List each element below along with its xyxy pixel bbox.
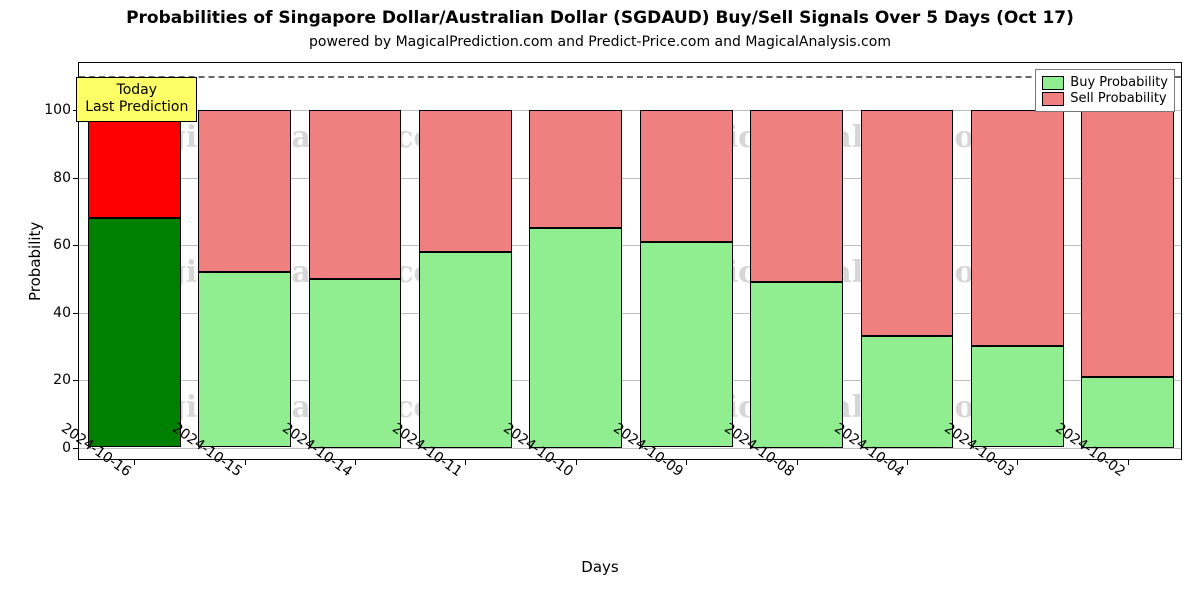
x-tick-mark — [1128, 459, 1129, 465]
x-tick-mark — [355, 459, 356, 465]
plot-area: MagicalAnalysis.comMagicalAnalysis.comMa… — [78, 62, 1182, 460]
annotation-line1: Today — [117, 82, 158, 98]
bar — [88, 63, 181, 461]
x-tick-mark — [1017, 459, 1018, 465]
bar — [640, 63, 733, 461]
bar — [198, 63, 291, 461]
bar — [1081, 63, 1174, 461]
legend-item: Buy Probability — [1042, 75, 1168, 90]
x-tick-mark — [245, 459, 246, 465]
legend-swatch — [1042, 76, 1064, 90]
legend-item: Sell Probability — [1042, 91, 1168, 106]
bar — [529, 63, 622, 461]
y-tick-label: 60 — [53, 237, 79, 253]
bar-sell-segment — [419, 110, 512, 252]
bar — [861, 63, 954, 461]
bar-sell-segment — [88, 110, 181, 218]
legend-label: Sell Probability — [1070, 91, 1166, 106]
bar-sell-segment — [971, 110, 1064, 346]
chart-title: Probabilities of Singapore Dollar/Austra… — [0, 8, 1200, 28]
bar-sell-segment — [640, 110, 733, 242]
bar-sell-segment — [1081, 110, 1174, 376]
x-tick-mark — [134, 459, 135, 465]
bar — [971, 63, 1064, 461]
reference-dash — [79, 76, 1181, 78]
y-tick-label: 100 — [44, 102, 79, 118]
bar — [419, 63, 512, 461]
x-tick-mark — [576, 459, 577, 465]
legend: Buy ProbabilitySell Probability — [1035, 69, 1175, 112]
bar-sell-segment — [861, 110, 954, 336]
bar — [750, 63, 843, 461]
y-tick-label: 80 — [53, 170, 79, 186]
legend-label: Buy Probability — [1070, 75, 1168, 90]
legend-swatch — [1042, 92, 1064, 106]
x-tick-mark — [907, 459, 908, 465]
x-axis-label: Days — [0, 558, 1200, 576]
bar-sell-segment — [198, 110, 291, 272]
annotation-box: TodayLast Prediction — [76, 77, 197, 122]
y-tick-label: 20 — [53, 372, 79, 388]
bar — [309, 63, 402, 461]
figure: Probabilities of Singapore Dollar/Austra… — [0, 0, 1200, 600]
bar-sell-segment — [529, 110, 622, 228]
bar-buy-segment — [1081, 377, 1174, 448]
bar-sell-segment — [750, 110, 843, 282]
x-tick-mark — [797, 459, 798, 465]
chart-subtitle: powered by MagicalPrediction.com and Pre… — [0, 34, 1200, 50]
y-axis-label: Probability — [26, 222, 44, 301]
y-tick-label: 40 — [53, 305, 79, 321]
x-tick-mark — [465, 459, 466, 465]
bar-sell-segment — [309, 110, 402, 279]
annotation-line2: Last Prediction — [85, 99, 188, 115]
x-tick-mark — [686, 459, 687, 465]
